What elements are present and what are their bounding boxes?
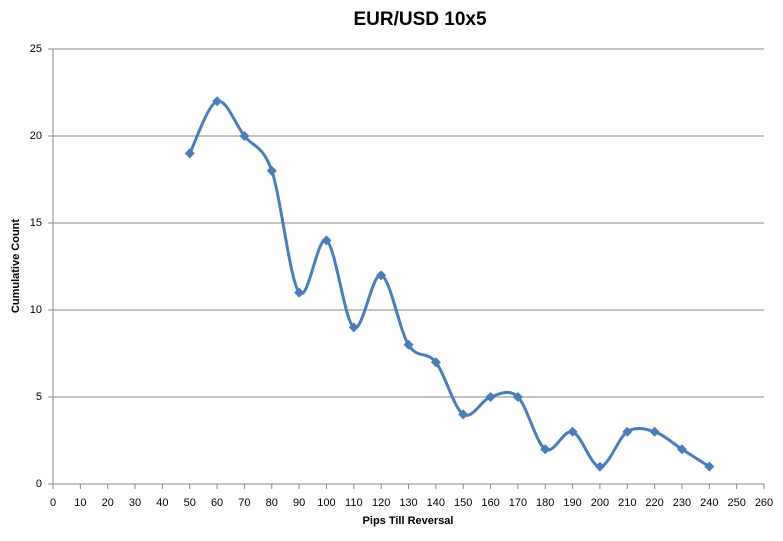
x-tick-label: 260 bbox=[755, 497, 773, 509]
x-tick-label: 160 bbox=[481, 497, 499, 509]
data-point bbox=[321, 235, 332, 246]
data-point bbox=[485, 392, 496, 402]
x-tick-label: 30 bbox=[129, 497, 141, 509]
x-tick-label: 20 bbox=[102, 497, 114, 509]
x-tick-label: 90 bbox=[293, 497, 305, 509]
x-tick-label: 140 bbox=[427, 497, 445, 509]
data-point bbox=[184, 148, 195, 159]
x-tick-label: 70 bbox=[238, 497, 250, 509]
y-tick-label: 5 bbox=[36, 391, 42, 403]
data-point bbox=[458, 409, 469, 420]
x-tick-label: 170 bbox=[509, 497, 527, 509]
data-point bbox=[376, 270, 387, 281]
data-point bbox=[212, 96, 223, 107]
x-tick-label: 240 bbox=[700, 497, 718, 509]
y-tick-label: 15 bbox=[30, 217, 42, 229]
data-point bbox=[594, 461, 605, 472]
data-point bbox=[676, 444, 687, 455]
x-tick-label: 150 bbox=[454, 497, 472, 509]
data-point bbox=[294, 287, 305, 298]
x-tick-label: 250 bbox=[727, 497, 745, 509]
data-point bbox=[239, 131, 250, 141]
x-tick-label: 200 bbox=[591, 497, 609, 509]
data-point bbox=[622, 426, 633, 437]
data-line bbox=[188, 99, 711, 469]
x-tick-label: 110 bbox=[345, 497, 363, 509]
x-tick-label: 180 bbox=[536, 497, 554, 509]
x-tick-label: 100 bbox=[317, 497, 335, 509]
x-tick-label: 80 bbox=[266, 497, 278, 509]
y-axis-title: Cumulative Count bbox=[10, 219, 22, 313]
data-point bbox=[540, 444, 551, 455]
y-tick-label: 0 bbox=[36, 478, 42, 490]
data-point bbox=[348, 322, 359, 333]
x-axis-title: Pips Till Reversal bbox=[363, 515, 454, 527]
y-tick-label: 20 bbox=[30, 130, 42, 142]
x-tick-label: 230 bbox=[673, 497, 691, 509]
x-tick-label: 60 bbox=[211, 497, 223, 509]
data-point bbox=[430, 357, 441, 368]
x-tick-label: 190 bbox=[563, 497, 581, 509]
y-tick-label: 25 bbox=[30, 43, 42, 55]
x-tick-label: 50 bbox=[184, 497, 196, 509]
data-point bbox=[512, 392, 523, 402]
x-tick-label: 120 bbox=[372, 497, 390, 509]
data-point bbox=[704, 461, 715, 472]
x-tick-label: 210 bbox=[618, 497, 636, 509]
x-tick-label: 220 bbox=[645, 497, 663, 509]
x-tick-label: 130 bbox=[399, 497, 417, 509]
data-point bbox=[266, 165, 277, 176]
data-point bbox=[649, 426, 660, 437]
x-tick-label: 0 bbox=[50, 497, 56, 509]
y-tick-label: 10 bbox=[30, 304, 42, 316]
data-point bbox=[567, 426, 578, 437]
chart-title: EUR/USD 10x5 bbox=[353, 9, 486, 30]
x-tick-label: 40 bbox=[156, 497, 168, 509]
data-point bbox=[403, 339, 414, 350]
x-tick-label: 10 bbox=[74, 497, 86, 509]
